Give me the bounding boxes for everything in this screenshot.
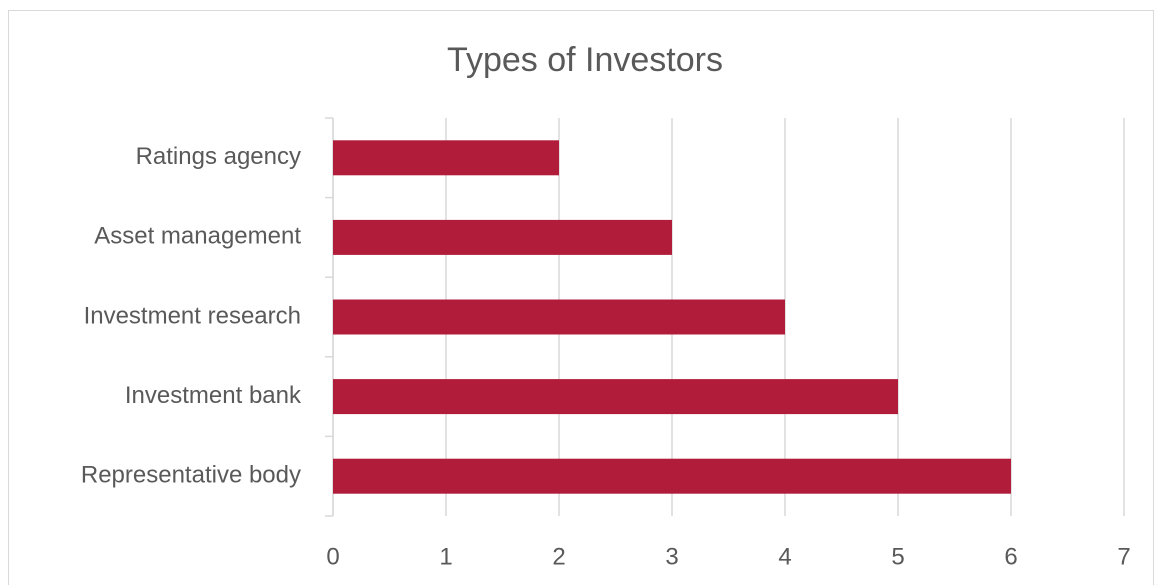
y-tick-label: Asset management xyxy=(94,223,301,250)
x-tick-label: 3 xyxy=(665,543,678,570)
x-tick-label: 7 xyxy=(1117,543,1130,570)
bar xyxy=(333,140,559,176)
x-tick-label: 5 xyxy=(891,543,904,570)
bar xyxy=(333,219,672,255)
bar xyxy=(333,379,898,415)
y-tick-label: Representative body xyxy=(81,462,301,489)
x-tick-label: 6 xyxy=(1004,543,1017,570)
x-tick-label: 4 xyxy=(778,543,791,570)
x-tick-label: 1 xyxy=(439,543,452,570)
y-tick-label: Ratings agency xyxy=(136,143,301,170)
x-tick-label: 2 xyxy=(552,543,565,570)
chart-border xyxy=(8,10,1154,585)
y-tick-label: Investment research xyxy=(84,302,301,329)
y-tick-label: Investment bank xyxy=(125,382,302,409)
bar xyxy=(333,299,785,335)
bar xyxy=(333,458,1011,494)
chart-title: Types of Investors xyxy=(447,41,723,79)
x-tick-label: 0 xyxy=(326,543,339,570)
